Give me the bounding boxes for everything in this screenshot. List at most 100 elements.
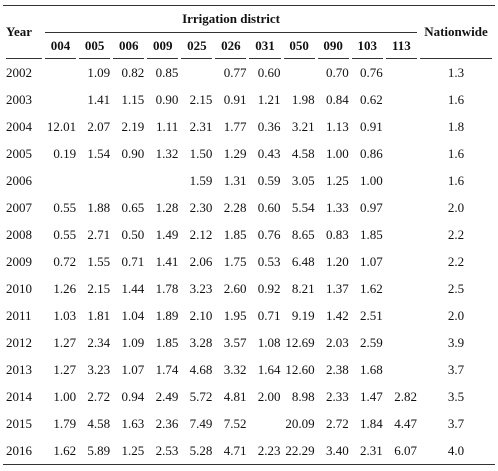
value-cell bbox=[79, 167, 110, 194]
value-cell: 2.49 bbox=[155, 388, 179, 404]
value-cell: 0.91 bbox=[223, 91, 247, 107]
group-header: Irrigation district bbox=[45, 6, 417, 33]
table-row: 2010 1.26 2.15 1.44 1.78 3.23 2.60 0.92 8.21 1.37… bbox=[6, 275, 492, 302]
value-cell: 1.62 bbox=[360, 280, 383, 296]
district-code: 031 bbox=[249, 33, 281, 59]
value-cell: 1.07 bbox=[360, 253, 383, 269]
value-cell: 2.59 bbox=[360, 334, 383, 350]
value-cell: 3.32 bbox=[223, 361, 247, 377]
table-row: 2002 1.09 0.82 0.85 0.77 0.60 0.70 0.76 1.3 bbox=[6, 59, 492, 86]
value-cell: 0.83 bbox=[325, 226, 349, 242]
value-cell: 1.47 bbox=[360, 388, 383, 404]
value-cell: 6.07 bbox=[394, 442, 417, 458]
value-cell: 0.62 bbox=[360, 91, 383, 107]
value-cell: 0.59 bbox=[257, 172, 281, 188]
value-cell: 1.08 bbox=[257, 334, 281, 350]
value-cell: 3.57 bbox=[223, 334, 247, 350]
header-row: 004 005 006 009 025 026 031 050 090 103 113 bbox=[6, 33, 492, 59]
value-cell: 3.28 bbox=[189, 334, 213, 350]
value-cell: 8.98 bbox=[291, 388, 315, 404]
year-cell: 2008 bbox=[6, 226, 32, 242]
data-table: Year Irrigation district Nationwide 004 0… bbox=[3, 5, 495, 465]
value-cell: 0.60 bbox=[257, 64, 281, 80]
value-cell: 1.95 bbox=[223, 307, 247, 323]
value-cell: 0.71 bbox=[121, 253, 145, 269]
value-cell: 0.55 bbox=[53, 226, 77, 242]
value-cell: 8.21 bbox=[291, 280, 315, 296]
value-cell bbox=[386, 356, 417, 383]
value-cell: 1.41 bbox=[155, 253, 179, 269]
value-cell: 1.78 bbox=[155, 280, 179, 296]
value-cell bbox=[147, 167, 178, 194]
nationwide-cell: 4.0 bbox=[447, 442, 465, 458]
value-cell: 2.72 bbox=[87, 388, 111, 404]
value-cell: 3.21 bbox=[291, 118, 315, 134]
value-cell: 1.89 bbox=[155, 307, 179, 323]
value-cell: 0.82 bbox=[121, 64, 145, 80]
value-cell: 1.37 bbox=[325, 280, 349, 296]
value-cell: 0.90 bbox=[121, 145, 145, 161]
value-cell: 1.85 bbox=[360, 226, 383, 242]
value-cell: 1.00 bbox=[53, 388, 77, 404]
value-cell: 9.19 bbox=[291, 307, 315, 323]
value-cell: 0.71 bbox=[257, 307, 281, 323]
value-cell: 1.20 bbox=[325, 253, 349, 269]
nationwide-cell: 1.8 bbox=[447, 118, 465, 134]
value-cell: 1.74 bbox=[155, 361, 179, 377]
value-cell: 0.36 bbox=[257, 118, 281, 134]
value-cell: 2.31 bbox=[189, 118, 213, 134]
value-cell bbox=[113, 167, 144, 194]
year-cell: 2006 bbox=[6, 172, 32, 188]
value-cell: 2.03 bbox=[325, 334, 349, 350]
value-cell: 1.26 bbox=[53, 280, 77, 296]
value-cell: 0.97 bbox=[360, 199, 383, 215]
table-row: 2004 12.01 2.07 2.19 1.11 2.31 1.77 0.36 3.21 1.1… bbox=[6, 113, 492, 140]
nationwide-cell: 2.0 bbox=[447, 307, 465, 323]
value-cell: 1.33 bbox=[325, 199, 349, 215]
value-cell: 2.36 bbox=[155, 415, 179, 431]
value-cell: 8.65 bbox=[291, 226, 315, 242]
district-code: 090 bbox=[317, 33, 349, 59]
value-cell: 1.21 bbox=[257, 91, 281, 107]
value-cell: 2.19 bbox=[121, 118, 145, 134]
value-cell bbox=[386, 302, 417, 329]
value-cell: 1.63 bbox=[121, 415, 145, 431]
year-cell: 2004 bbox=[6, 118, 32, 134]
value-cell: 1.29 bbox=[223, 145, 247, 161]
value-cell bbox=[45, 167, 76, 194]
table-row: 2012 1.27 2.34 1.09 1.85 3.28 3.57 1.08 12.69 2.0… bbox=[6, 329, 492, 356]
value-cell: 1.28 bbox=[155, 199, 179, 215]
value-cell: 1.75 bbox=[223, 253, 247, 269]
table-row: 2008 0.55 2.71 0.50 1.49 2.12 1.85 0.76 8.65 0.83… bbox=[6, 221, 492, 248]
value-cell: 1.59 bbox=[189, 172, 213, 188]
value-cell: 2.12 bbox=[189, 226, 213, 242]
value-cell: 2.71 bbox=[87, 226, 111, 242]
value-cell: 3.40 bbox=[325, 442, 349, 458]
value-cell: 0.90 bbox=[155, 91, 179, 107]
year-cell: 2009 bbox=[6, 253, 32, 269]
value-cell bbox=[386, 140, 417, 167]
value-cell: 1.55 bbox=[87, 253, 111, 269]
value-cell: 0.60 bbox=[257, 199, 281, 215]
value-cell: 20.09 bbox=[285, 415, 315, 431]
value-cell: 1.41 bbox=[87, 91, 111, 107]
nationwide-cell: 3.5 bbox=[447, 388, 465, 404]
value-cell: 0.76 bbox=[360, 64, 383, 80]
value-cell bbox=[45, 86, 76, 113]
value-cell: 1.09 bbox=[87, 64, 111, 80]
value-cell: 4.58 bbox=[87, 415, 111, 431]
district-code: 025 bbox=[181, 33, 213, 59]
value-cell: 2.33 bbox=[325, 388, 349, 404]
year-cell: 2016 bbox=[6, 442, 32, 458]
value-cell: 0.19 bbox=[53, 145, 77, 161]
value-cell: 1.64 bbox=[257, 361, 281, 377]
value-cell: 5.72 bbox=[189, 388, 213, 404]
nationwide-cell: 2.2 bbox=[447, 226, 465, 242]
value-cell: 0.76 bbox=[257, 226, 281, 242]
value-cell: 1.25 bbox=[121, 442, 145, 458]
value-cell: 0.84 bbox=[325, 91, 349, 107]
value-cell: 1.68 bbox=[360, 361, 383, 377]
value-cell: 2.30 bbox=[189, 199, 213, 215]
value-cell: 5.54 bbox=[291, 199, 315, 215]
